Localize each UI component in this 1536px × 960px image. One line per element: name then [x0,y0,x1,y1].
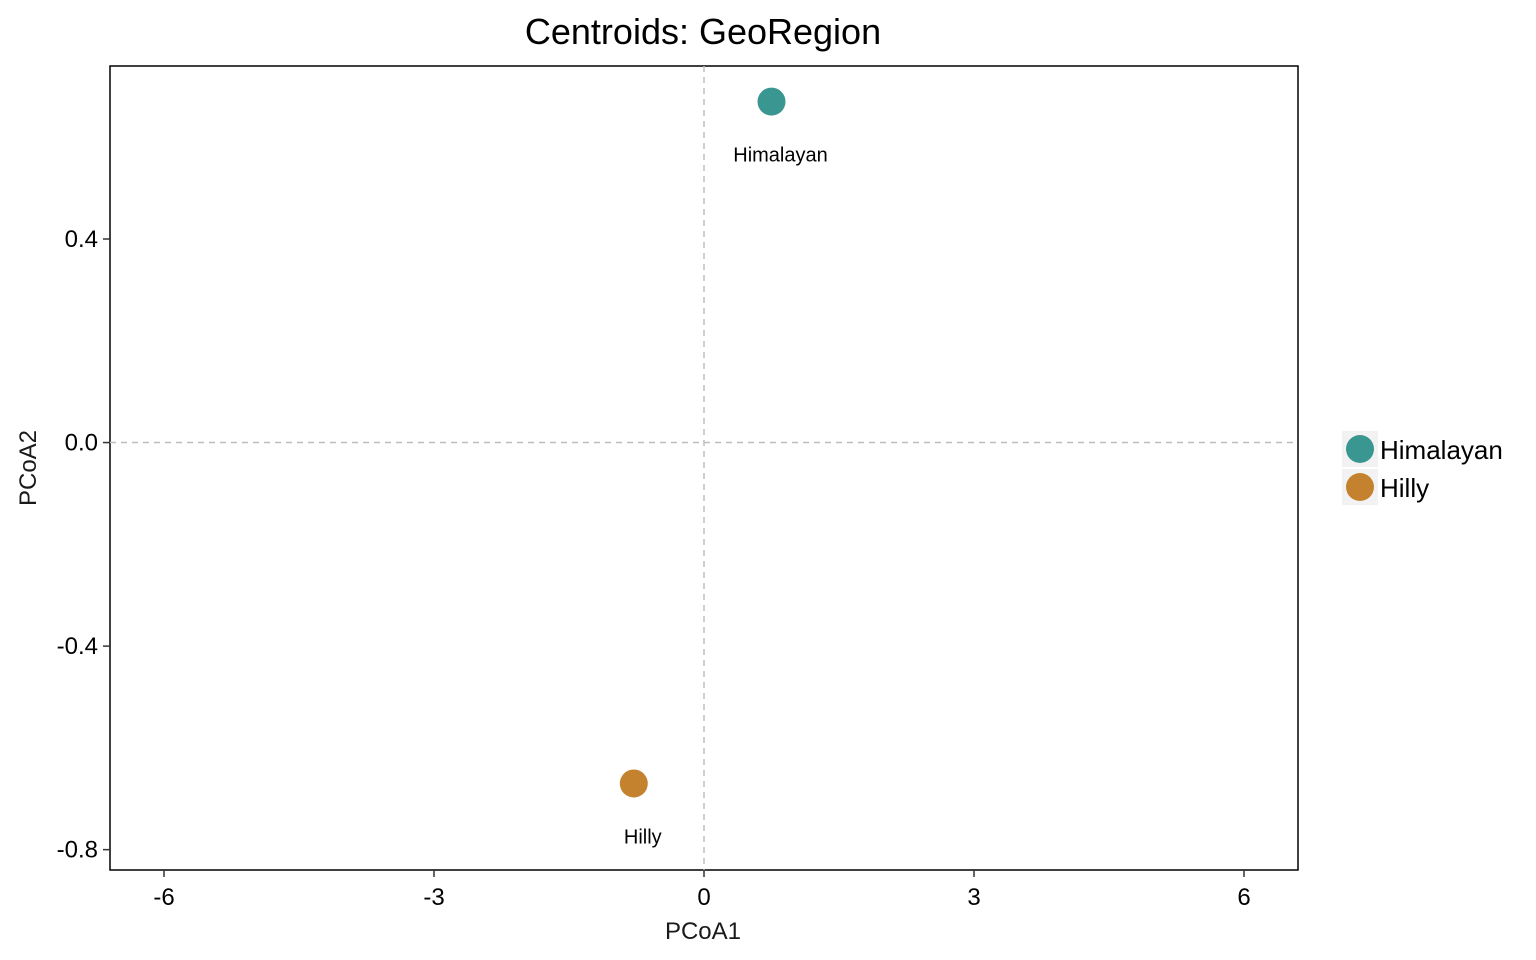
legend-key-hilly [1346,473,1374,501]
plot-area: Himalayan Hilly [109,65,1299,871]
point-label-himalayan: Himalayan [733,145,827,167]
x-tick-label: -6 [153,884,174,911]
y-axis-title: PCoA2 [15,430,42,506]
y-axis: 0.4 0.0 -0.4 -0.8 [57,226,110,864]
x-tick-label: 0 [697,884,710,911]
data-point-himalayan [757,87,786,116]
x-axis: -6 -3 0 3 6 [153,870,1251,911]
y-tick-label: -0.8 [57,837,98,864]
legend-label-himalayan: Himalayan [1380,435,1503,465]
x-axis-title: PCoA1 [665,918,741,945]
y-tick-label: 0.4 [65,226,98,253]
chart-title: Centroids: GeoRegion [525,11,881,52]
point-label-hilly: Hilly [624,826,662,848]
x-tick-label: -3 [423,884,444,911]
legend: Himalayan Hilly [1342,431,1503,505]
x-tick-label: 3 [967,884,980,911]
data-point-hilly [619,769,648,798]
legend-key-himalayan [1346,435,1374,463]
x-tick-label: 6 [1237,884,1250,911]
y-tick-label: 0.0 [65,430,98,457]
y-tick-label: -0.4 [57,633,98,660]
legend-label-hilly: Hilly [1380,473,1429,503]
